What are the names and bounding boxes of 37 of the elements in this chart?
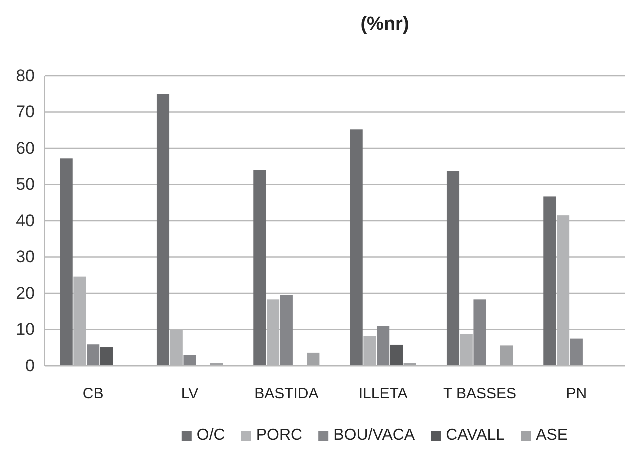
bar bbox=[474, 300, 486, 366]
bar bbox=[60, 158, 73, 366]
bar bbox=[307, 352, 320, 366]
y-tick-label: 40 bbox=[16, 211, 35, 230]
y-tick-label: 80 bbox=[16, 66, 35, 86]
bar bbox=[280, 295, 293, 366]
y-tick-label: 30 bbox=[16, 248, 35, 267]
bar bbox=[87, 344, 100, 366]
bar bbox=[156, 94, 170, 366]
bar bbox=[446, 171, 460, 366]
x-tick-label: LV bbox=[181, 386, 199, 403]
legend-label: O/C bbox=[196, 427, 226, 444]
legend-label: ASE bbox=[536, 427, 568, 444]
x-tick-label: BASTIDA bbox=[254, 386, 319, 403]
legend-label: BOU/VACA bbox=[334, 427, 416, 444]
bar bbox=[254, 170, 266, 366]
bar bbox=[570, 338, 583, 366]
y-tick-label: 10 bbox=[16, 320, 35, 340]
y-tick-label: 50 bbox=[16, 175, 35, 194]
bar bbox=[390, 344, 403, 366]
y-tick-label: 60 bbox=[16, 138, 35, 158]
chart-title: (%nr) bbox=[360, 14, 410, 35]
x-tick-label: T BASSES bbox=[443, 386, 517, 403]
bar bbox=[500, 346, 514, 366]
legend-label: PORC bbox=[256, 427, 303, 444]
bar bbox=[544, 196, 556, 366]
x-tick-label: CB bbox=[82, 386, 104, 403]
x-tick-label: ILLETA bbox=[358, 386, 408, 403]
y-tick-label: 0 bbox=[26, 356, 35, 376]
bar bbox=[184, 355, 196, 366]
y-tick-label: 70 bbox=[16, 102, 35, 122]
bar bbox=[100, 348, 113, 366]
bar bbox=[377, 326, 390, 366]
y-tick-label: 20 bbox=[16, 284, 35, 303]
x-tick-label: PN bbox=[566, 386, 588, 403]
legend-label: CAVALL bbox=[446, 427, 506, 444]
bar bbox=[350, 130, 363, 366]
